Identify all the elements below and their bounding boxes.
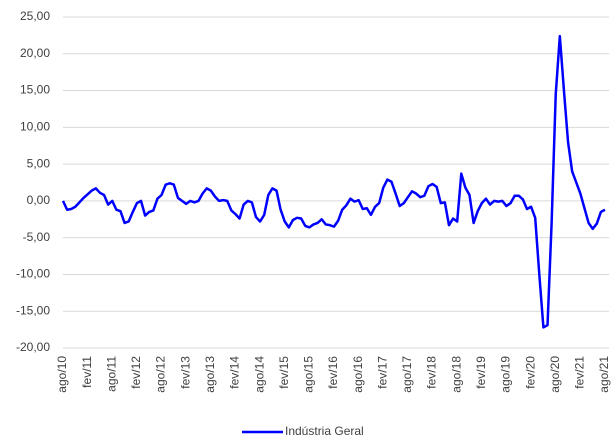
y-tick-label: -10,00 — [16, 267, 50, 281]
y-tick-label: -15,00 — [16, 303, 50, 317]
x-tick-label: ago/20 — [548, 356, 562, 393]
x-tick-label: ago/10 — [55, 356, 69, 393]
legend-label: Indústria Geral — [285, 424, 364, 438]
x-tick-label: fev/11 — [80, 356, 94, 388]
x-tick-label: fev/16 — [326, 356, 340, 389]
x-tick-label: fev/19 — [474, 356, 488, 389]
y-tick-label: 15,00 — [20, 83, 50, 97]
x-tick-label: fev/20 — [523, 356, 537, 389]
x-tick-label: ago/14 — [252, 356, 266, 393]
data-line — [61, 34, 606, 329]
x-tick-label: ago/21 — [597, 356, 611, 393]
x-tick-label: fev/12 — [129, 356, 143, 389]
x-tick-label: ago/17 — [400, 356, 414, 393]
x-tick-label: ago/18 — [449, 356, 463, 393]
x-tick-label: fev/18 — [425, 356, 439, 389]
y-tick-label: 10,00 — [20, 120, 50, 134]
x-tick-label: fev/14 — [228, 356, 242, 389]
x-tick-label: ago/13 — [203, 356, 217, 393]
x-tick-label: ago/16 — [351, 356, 365, 393]
y-tick-label: 20,00 — [20, 46, 50, 60]
x-tick-label: fev/17 — [375, 356, 389, 389]
y-tick-label: 25,00 — [20, 9, 50, 23]
y-tick-label: -5,00 — [23, 230, 51, 244]
x-tick-label: fev/21 — [573, 356, 587, 389]
x-tick-label: fev/13 — [178, 356, 192, 389]
y-tick-label: 5,00 — [27, 156, 51, 170]
y-tick-label: -20,00 — [16, 340, 50, 354]
x-tick-label: ago/11 — [104, 356, 118, 392]
x-tick-label: ago/12 — [154, 356, 168, 393]
x-tick-label: fev/15 — [277, 356, 291, 389]
x-tick-label: ago/15 — [302, 356, 316, 393]
x-tick-label: ago/19 — [499, 356, 513, 393]
y-tick-label: 0,00 — [27, 193, 51, 207]
